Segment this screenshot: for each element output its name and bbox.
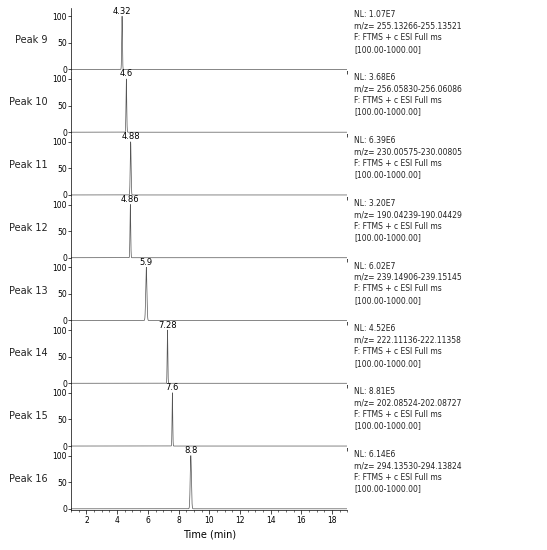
Text: 5.9: 5.9 xyxy=(139,258,153,267)
Text: NL: 8.81E5
m/z= 202.08524-202.08727
F: FTMS + c ESI Full ms
[100.00-1000.00]: NL: 8.81E5 m/z= 202.08524-202.08727 F: F… xyxy=(354,387,461,431)
Text: Peak 13: Peak 13 xyxy=(9,285,48,296)
Text: NL: 1.07E7
m/z= 255.13266-255.13521
F: FTMS + c ESI Full ms
[100.00-1000.00]: NL: 1.07E7 m/z= 255.13266-255.13521 F: F… xyxy=(354,10,462,54)
Text: Peak 14: Peak 14 xyxy=(9,349,48,359)
Text: Peak 15: Peak 15 xyxy=(9,411,48,421)
Text: 4.86: 4.86 xyxy=(121,195,139,204)
Text: NL: 6.14E6
m/z= 294.13530-294.13824
F: FTMS + c ESI Full ms
[100.00-1000.00]: NL: 6.14E6 m/z= 294.13530-294.13824 F: F… xyxy=(354,450,462,493)
Text: NL: 6.39E6
m/z= 230.00575-230.00805
F: FTMS + c ESI Full ms
[100.00-1000.00]: NL: 6.39E6 m/z= 230.00575-230.00805 F: F… xyxy=(354,136,462,179)
Text: 4.32: 4.32 xyxy=(113,7,131,16)
Text: Peak 10: Peak 10 xyxy=(9,97,48,107)
Text: NL: 3.20E7
m/z= 190.04239-190.04429
F: FTMS + c ESI Full ms
[100.00-1000.00]: NL: 3.20E7 m/z= 190.04239-190.04429 F: F… xyxy=(354,199,462,242)
Text: 7.6: 7.6 xyxy=(166,383,179,392)
Text: 4.88: 4.88 xyxy=(121,132,140,141)
Text: Peak 11: Peak 11 xyxy=(9,160,48,170)
Text: 4.6: 4.6 xyxy=(120,69,133,79)
Text: NL: 3.68E6
m/z= 256.05830-256.06086
F: FTMS + c ESI Full ms
[100.00-1000.00]: NL: 3.68E6 m/z= 256.05830-256.06086 F: F… xyxy=(354,73,462,117)
Text: 8.8: 8.8 xyxy=(184,446,197,455)
Text: 7.28: 7.28 xyxy=(158,321,177,329)
Text: Peak 16: Peak 16 xyxy=(9,474,48,484)
Text: Peak 12: Peak 12 xyxy=(9,223,48,233)
Text: Peak 9: Peak 9 xyxy=(15,35,48,45)
Text: NL: 6.02E7
m/z= 239.14906-239.15145
F: FTMS + c ESI Full ms
[100.00-1000.00]: NL: 6.02E7 m/z= 239.14906-239.15145 F: F… xyxy=(354,262,462,305)
X-axis label: Time (min): Time (min) xyxy=(183,529,236,539)
Text: NL: 4.52E6
m/z= 222.11136-222.11358
F: FTMS + c ESI Full ms
[100.00-1000.00]: NL: 4.52E6 m/z= 222.11136-222.11358 F: F… xyxy=(354,324,461,367)
